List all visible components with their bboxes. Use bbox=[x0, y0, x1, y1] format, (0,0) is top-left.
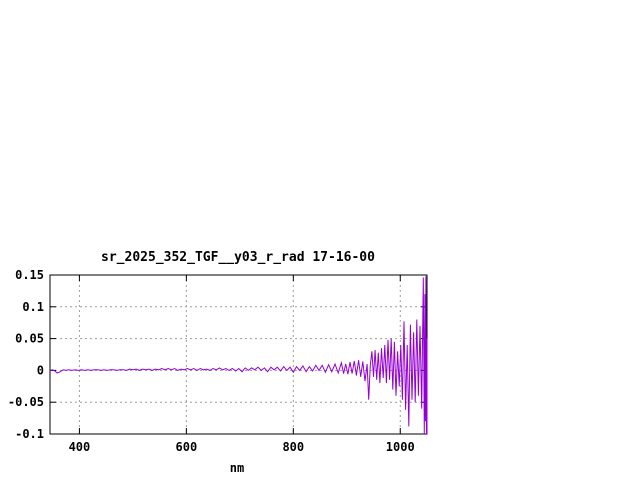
plot-border bbox=[49, 274, 428, 435]
spectrum-series-line bbox=[49, 276, 428, 435]
y-tick-label: -0.05 bbox=[8, 395, 44, 409]
chart-title: sr_2025_352_TGF__y03_r_rad 17-16-00 bbox=[101, 250, 375, 265]
y-tick-label: 0.05 bbox=[15, 332, 44, 346]
x-tick-label: 400 bbox=[69, 440, 91, 454]
x-tick-label: 800 bbox=[282, 440, 304, 454]
y-tick-label: 0.15 bbox=[15, 268, 44, 282]
x-tick-label: 600 bbox=[176, 440, 198, 454]
y-tick-label: 0.1 bbox=[22, 300, 44, 314]
plot-frame bbox=[49, 274, 428, 435]
y-tick-label: 0 bbox=[37, 363, 44, 377]
grid-lines bbox=[50, 274, 427, 435]
tick-labels: 400 600 800 1000 0.15 0.1 0.05 0 -0.05 -0.1 bbox=[8, 268, 415, 454]
x-tick-label: 1000 bbox=[386, 440, 415, 454]
axis-ticks bbox=[50, 274, 427, 435]
x-axis-label: nm bbox=[230, 461, 244, 475]
y-tick-label: -0.1 bbox=[15, 427, 44, 441]
